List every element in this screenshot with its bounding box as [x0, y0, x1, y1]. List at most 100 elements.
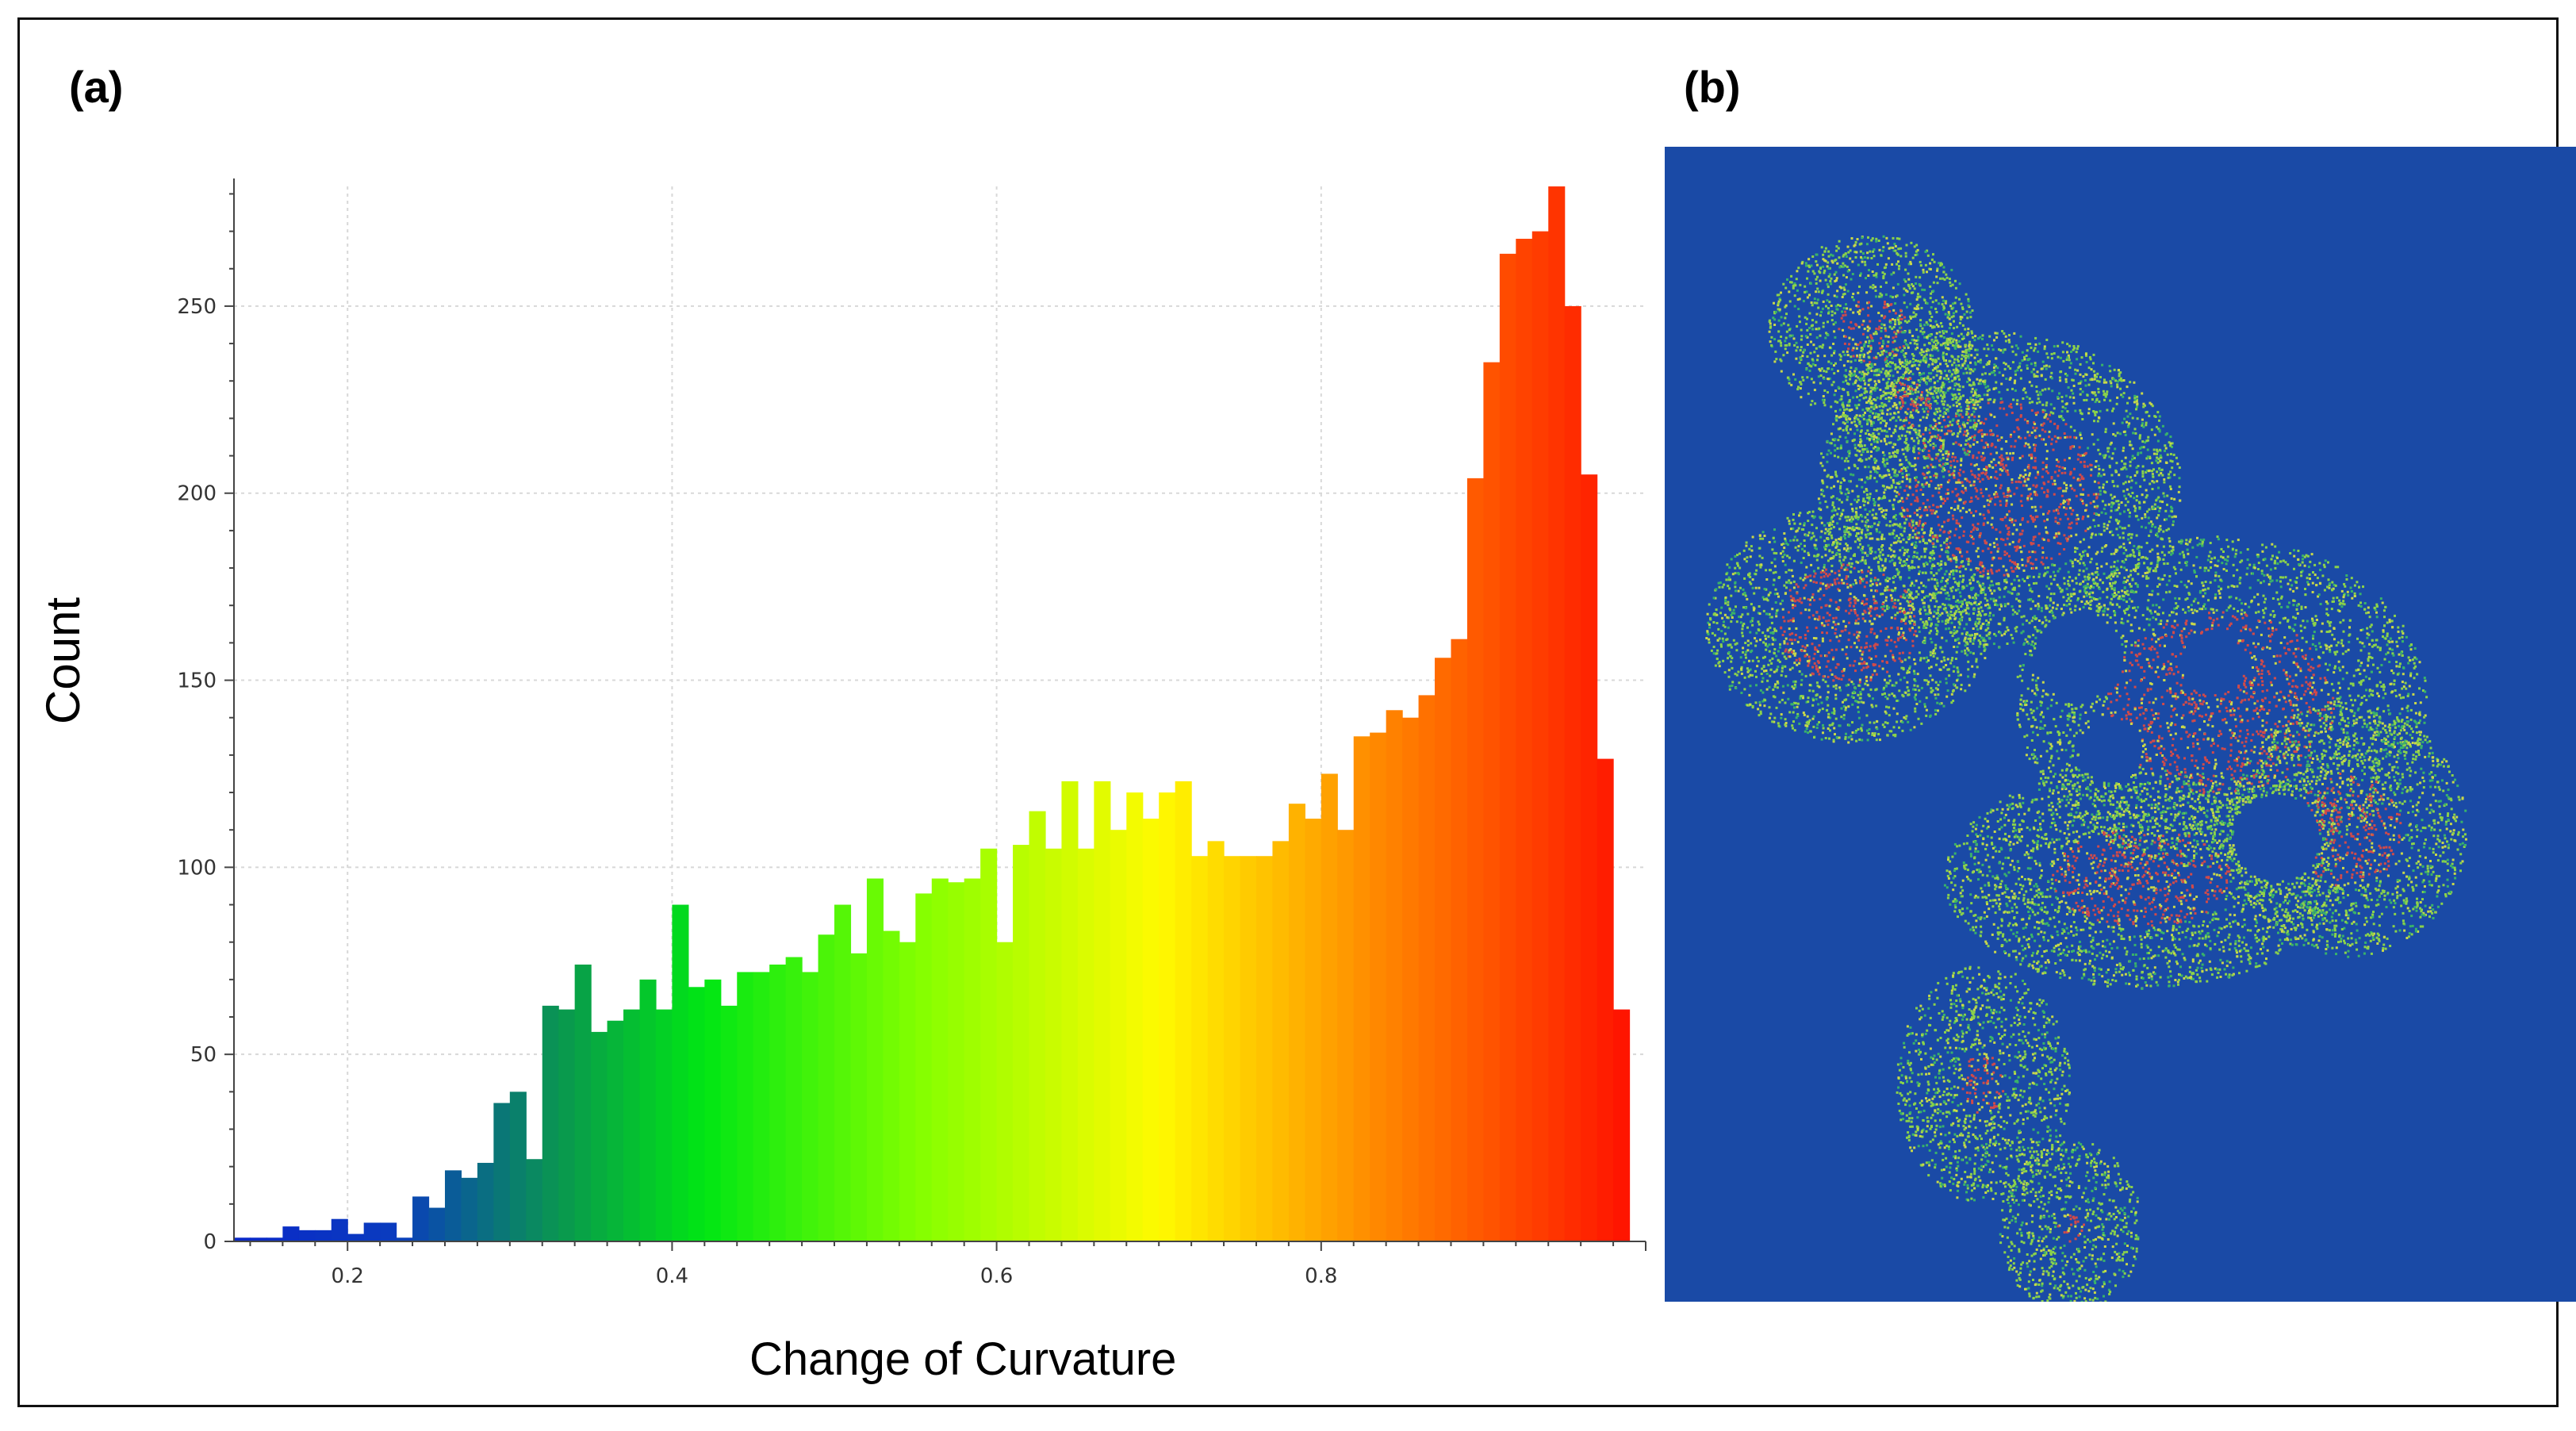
histogram-bar [1240, 856, 1257, 1241]
y-tick-label: 0 [203, 1230, 217, 1254]
histogram-bar [1597, 758, 1614, 1241]
histogram-bar [493, 1103, 511, 1241]
histogram-bar [834, 904, 852, 1241]
histogram-bar [591, 1031, 608, 1241]
histogram-bar [769, 964, 787, 1241]
panel-a-label: (a) [69, 62, 124, 112]
histogram-bar [704, 979, 722, 1241]
point-cloud-image [1705, 235, 2467, 1302]
histogram-bar [899, 942, 916, 1241]
histogram-bar [655, 1009, 673, 1241]
histogram-chart: 0 50 100 150 200 250 0.2 0.4 0.6 0.8 [177, 178, 1646, 1288]
histogram-bar [639, 979, 657, 1241]
histogram-bar [850, 953, 868, 1241]
histogram-bar [347, 1233, 365, 1241]
histogram-bar [1224, 856, 1241, 1241]
y-tick-label: 100 [177, 856, 217, 880]
x-tick-label: 0.4 [656, 1264, 688, 1288]
histogram-bar [1094, 781, 1111, 1241]
histogram-bar [1435, 658, 1452, 1241]
histogram-bar [785, 957, 803, 1241]
histogram-bar [1564, 305, 1581, 1241]
histogram-bar [363, 1222, 381, 1241]
histogram-bar [396, 1237, 413, 1241]
y-tick-label: 50 [190, 1043, 217, 1067]
histogram-bar [1402, 717, 1420, 1241]
histogram-plot-area: 0 50 100 150 200 250 0.2 0.4 0.6 0.8 [163, 147, 1662, 1297]
histogram-bar [1077, 848, 1094, 1241]
histogram-bar [574, 964, 592, 1241]
histogram-bar [623, 1009, 641, 1241]
histogram-bar [1142, 819, 1160, 1241]
histogram-bar [931, 878, 949, 1241]
histogram-bar [1272, 841, 1290, 1241]
histogram-bar [1305, 819, 1322, 1241]
histogram-bar [558, 1009, 576, 1241]
histogram-bar [607, 1020, 624, 1241]
histogram-bar [818, 934, 835, 1241]
histogram-bar [266, 1237, 283, 1241]
histogram-bar [1386, 710, 1403, 1241]
histogram-bar [1548, 186, 1566, 1241]
histogram-bar [866, 878, 884, 1241]
histogram-bar [1126, 792, 1144, 1241]
histogram-bar [980, 848, 998, 1241]
histogram-bar [428, 1207, 446, 1241]
histogram-bar [1288, 804, 1305, 1241]
histogram-bar [250, 1237, 267, 1241]
histogram-bar [720, 1005, 738, 1241]
x-tick-label: 0.6 [980, 1264, 1013, 1288]
histogram-bar [1353, 736, 1370, 1241]
figure-frame: (a) (b) 0 50 100 150 200 250 0.2 0.4 0.6 0.8 Coun… [17, 17, 2576, 1407]
histogram-bar [298, 1230, 316, 1241]
histogram-bar [542, 1005, 559, 1241]
y-tick-label: 150 [177, 669, 217, 693]
histogram-bar [444, 1170, 462, 1241]
histogram-bar [1013, 845, 1030, 1241]
histogram-bar [883, 930, 900, 1241]
histogram-bar [964, 878, 981, 1241]
histogram-bar [948, 882, 965, 1241]
histogram-bar [461, 1177, 478, 1241]
y-axis-label: Count [36, 597, 90, 724]
histogram-bar [1321, 773, 1338, 1241]
y-tick-label: 200 [177, 482, 217, 506]
histogram-bar [526, 1159, 543, 1241]
histogram-bar [753, 972, 770, 1241]
histogram-bar [1061, 781, 1079, 1241]
x-axis-label: Change of Curvature [749, 1333, 1177, 1385]
histogram-bar [1581, 474, 1598, 1241]
x-tick-label: 0.8 [1305, 1264, 1337, 1288]
histogram-bar [802, 972, 819, 1241]
histogram-bar [1418, 695, 1436, 1241]
histogram-bar [1451, 639, 1468, 1241]
histogram-bar [282, 1226, 300, 1241]
panel-b-label: (b) [1684, 62, 1741, 112]
histogram-bar [1207, 841, 1225, 1241]
histogram-bar [331, 1218, 348, 1241]
histogram-bar [412, 1196, 430, 1241]
histogram-bar [688, 987, 705, 1241]
histogram-bar [1029, 811, 1046, 1241]
histogram-bar [1613, 1009, 1631, 1241]
histogram-bar [1337, 830, 1355, 1241]
histogram-bar [1175, 781, 1192, 1241]
histogram-bar [1191, 856, 1209, 1241]
histogram-bar [1159, 792, 1176, 1241]
histogram-bar [234, 1237, 251, 1241]
histogram-bar [996, 942, 1014, 1241]
histogram-bar [1531, 231, 1549, 1242]
histogram-bar [1466, 478, 1485, 1241]
x-tick-label: 0.2 [332, 1264, 364, 1288]
histogram-bar [380, 1222, 397, 1241]
histogram-bar [672, 904, 689, 1241]
y-tick-label: 250 [177, 295, 217, 319]
histogram-bar [1516, 239, 1533, 1242]
histogram-bar [1483, 362, 1501, 1242]
histogram-bar [509, 1091, 527, 1241]
histogram-bar [915, 893, 933, 1241]
histogram-bar [737, 972, 754, 1241]
histogram-bar [1110, 830, 1127, 1241]
histogram-bar [1499, 253, 1516, 1242]
curvature-point-cloud-map [1665, 147, 2576, 1302]
